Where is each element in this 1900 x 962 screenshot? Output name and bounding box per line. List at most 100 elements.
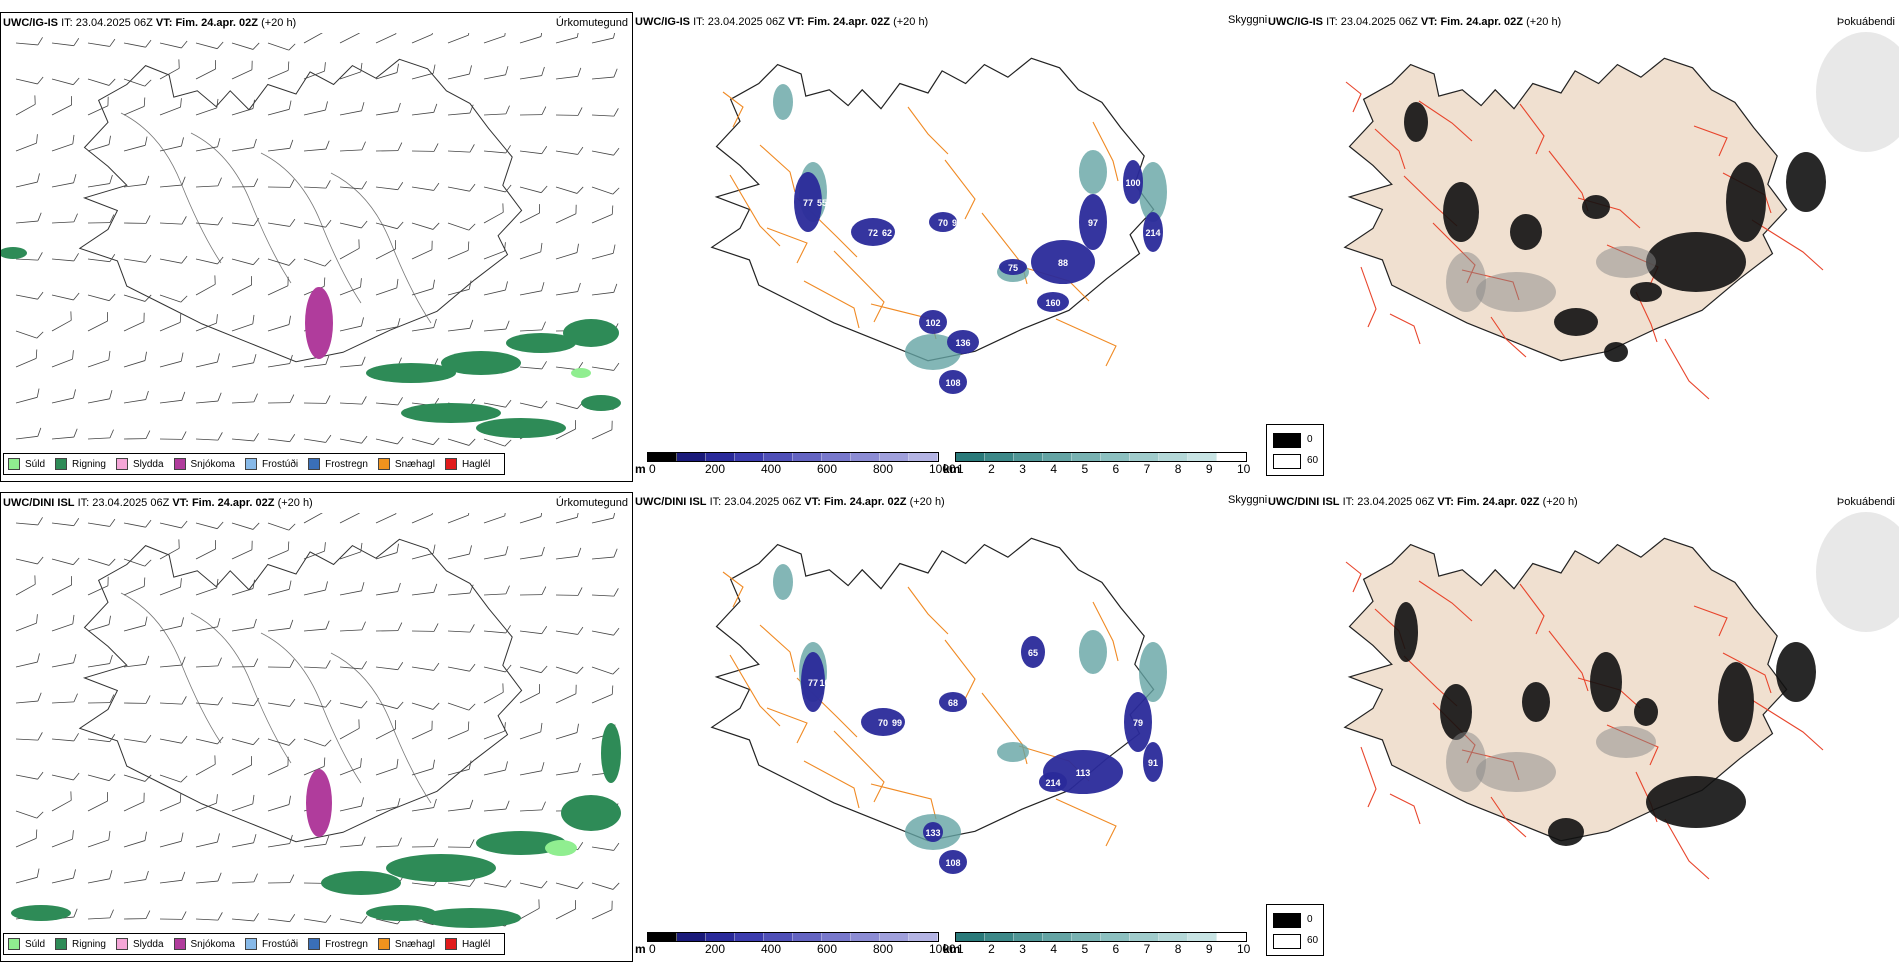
panel-type-label: Þokuábendi	[1837, 16, 1895, 28]
wind-barb	[445, 513, 472, 523]
precip-legend-item: Slydda	[116, 458, 164, 470]
wind-barb	[52, 694, 78, 703]
fog-index-medium	[1476, 752, 1556, 792]
wind-barb	[520, 875, 547, 889]
visibility-area	[1079, 150, 1107, 194]
visibility-area	[773, 84, 793, 120]
visibility-value-label: 96	[952, 218, 962, 228]
fog-index-high	[1726, 162, 1766, 242]
valid-label: VT:	[172, 497, 189, 509]
precip-legend-label: Súld	[25, 459, 45, 470]
lead-time: (+20 h)	[261, 17, 296, 29]
wind-barb	[592, 875, 619, 890]
visibility-value-label: 72	[868, 228, 878, 238]
fog-index-high	[1548, 818, 1584, 846]
wind-barb	[340, 911, 367, 924]
wind-barb	[16, 35, 43, 45]
precip-legend-swatch	[8, 458, 20, 470]
valid-label: VT:	[788, 16, 805, 28]
colorbar-segment	[735, 933, 764, 941]
colorbar-unit: m	[635, 942, 646, 956]
wind-barb	[411, 799, 438, 811]
wind-barb	[12, 95, 39, 115]
visibility-value-label: 136	[955, 338, 970, 348]
fog-legend-dark-swatch	[1273, 433, 1301, 448]
colorbar-segment	[822, 453, 851, 461]
wind-barb	[16, 287, 43, 300]
visibility-value-label: 77	[803, 198, 813, 208]
wind-barb	[520, 395, 547, 409]
wind-barb	[520, 587, 546, 595]
wind-barb	[484, 875, 511, 888]
panel-header: UWC/DINI ISL IT: 23.04.2025 06Z VT: Fim.…	[635, 496, 945, 508]
visibility-value-label: 100	[1125, 178, 1140, 188]
visibility-value-label: 70	[878, 718, 888, 728]
wind-barb	[484, 106, 510, 115]
fog-legend-light-swatch	[1273, 454, 1301, 469]
wind-barb	[265, 541, 292, 559]
wind-barb	[556, 659, 583, 674]
wind-barb	[52, 35, 79, 46]
wind-barb	[376, 838, 402, 847]
init-label: IT:	[78, 497, 90, 509]
precip-legend-item: Frostúði	[245, 458, 298, 470]
wind-barb	[518, 282, 545, 295]
wind-barb	[592, 587, 618, 596]
colorbar-segment	[1043, 453, 1072, 461]
visibility-area	[1139, 642, 1167, 702]
wind-barb	[160, 35, 187, 49]
panel-header: UWC/DINI ISL IT: 23.04.2025 06Z VT: Fim.…	[1268, 496, 1578, 508]
wind-barb	[49, 135, 76, 151]
wind-barb	[553, 205, 580, 223]
precip-legend-label: Frostregn	[325, 939, 368, 950]
colorbar-segment	[1188, 933, 1217, 941]
fog-index-high	[1443, 182, 1479, 242]
colorbar-segment	[1043, 933, 1072, 941]
wind-barb	[84, 312, 111, 331]
wind-barb	[85, 351, 112, 367]
colorbar-tick-label: 10	[1237, 942, 1250, 956]
wind-barb	[447, 800, 474, 811]
wind-barb	[232, 431, 259, 441]
colorbar-segment	[1014, 453, 1043, 461]
wind-barb	[554, 513, 581, 523]
wind-barb	[481, 513, 508, 523]
colorbar-tick-label: 5	[1081, 942, 1088, 956]
wind-barb	[409, 513, 436, 523]
wind-barb	[86, 390, 113, 403]
wind-barb	[482, 66, 509, 79]
wind-barb	[376, 431, 403, 445]
wind-barb	[84, 792, 111, 811]
colorbar-segment	[648, 453, 677, 461]
model-name: UWC/DINI ISL	[3, 497, 75, 509]
panel-type-label: Þokuábendi	[1837, 496, 1895, 508]
wind-barb	[160, 431, 186, 439]
precip-legend-label: Frostúði	[262, 459, 298, 470]
wind-barb	[52, 71, 79, 85]
wind-barb	[87, 175, 114, 187]
drizzle-area	[545, 840, 577, 856]
wind-barb	[52, 251, 79, 261]
wind-barb	[304, 431, 331, 443]
wind-barb	[159, 872, 186, 883]
precip-map	[1, 513, 632, 941]
colorbar-segment	[1072, 453, 1101, 461]
wind-barb	[268, 431, 295, 442]
visibility-value-label: 88	[1058, 258, 1068, 268]
colorbar-segment	[909, 453, 938, 461]
wind-barb	[592, 359, 619, 371]
wind-barb	[229, 541, 256, 559]
precip-legend-label: Rigning	[72, 459, 106, 470]
wind-barb	[518, 762, 545, 775]
fog-legend-light-label: 60	[1307, 455, 1318, 466]
wind-barb	[15, 693, 42, 703]
valid-time: Fim. 24.apr. 02Z	[824, 496, 907, 508]
wind-barb	[556, 587, 582, 595]
fog-index-high	[1604, 342, 1628, 362]
colorbar-segment	[706, 933, 735, 941]
wind-barb	[484, 395, 511, 408]
rain-area	[386, 854, 496, 882]
colorbar-tick-label: 8	[1175, 942, 1182, 956]
wind-barb	[50, 869, 77, 883]
